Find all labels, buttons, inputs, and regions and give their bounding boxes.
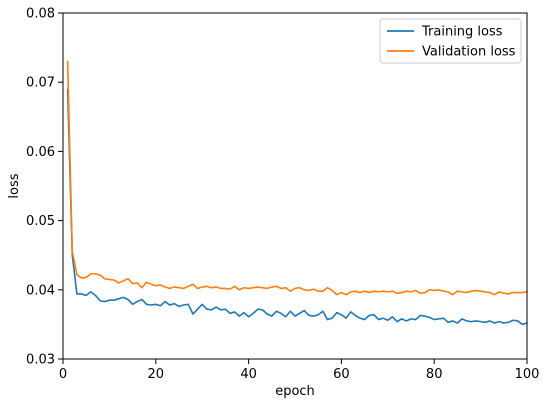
y-tick-label: 0.03 [26,353,55,368]
series-layer [66,60,528,326]
y-tick-label: 0.07 [26,76,55,91]
x-tick-label: 80 [426,367,443,382]
legend-label-training-loss: Training loss [421,25,503,40]
legend-label-validation-loss: Validation loss [422,45,516,60]
y-axis-label: loss [7,173,22,198]
legend-box [379,18,522,64]
y-tick-label: 0.05 [26,214,55,229]
x-tick-label: 60 [333,367,350,382]
x-tick-label: 0 [59,367,67,382]
x-tick-label: 40 [240,367,257,382]
x-axis-label: epoch [275,384,315,399]
y-tick-label: 0.06 [26,145,55,160]
legend: Training loss Validation loss [379,18,522,64]
series-line-training-loss [66,88,528,326]
x-axis: 0 20 40 60 80 100 [59,359,540,382]
y-tick-label: 0.04 [26,283,55,298]
y-tick-label: 0.08 [26,7,55,22]
series-line-validation-loss [66,60,528,296]
x-tick-label: 100 [515,367,540,382]
plot-area [62,12,528,360]
x-tick-label: 20 [148,367,165,382]
axes-frame [62,12,528,360]
y-axis: 0.03 0.04 0.05 0.06 0.07 0.08 [26,7,63,368]
